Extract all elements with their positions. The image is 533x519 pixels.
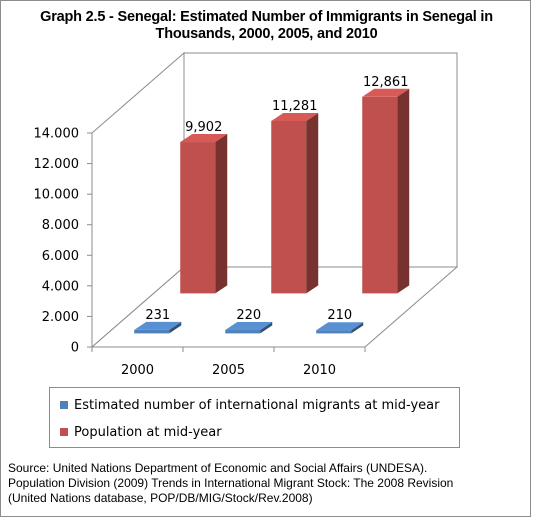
source-line-2: Population Division (2009) Trends in Int… [8, 476, 454, 490]
bar-front [225, 330, 261, 334]
y-tick-label: 8.000 [42, 218, 79, 233]
y-tick-label: 0 [71, 341, 79, 356]
bar-top [134, 321, 182, 330]
y-tick-label: 4.000 [42, 279, 79, 294]
source-line-3: (United Nations database, POP/DB/MIG/Sto… [8, 491, 313, 505]
bar-side [215, 134, 228, 294]
source-line-1: Source: United Nations Department of Eco… [8, 461, 428, 475]
bar-front [134, 329, 170, 334]
chart-legend: Estimated number of international migran… [49, 387, 460, 448]
bar-side [306, 112, 319, 294]
data-label: 231 [145, 308, 170, 323]
legend-swatch-migrants [60, 401, 68, 409]
data-label: 220 [236, 308, 261, 323]
bar-front [316, 330, 352, 334]
bar-front [180, 142, 216, 294]
data-label: 9,902 [185, 120, 222, 135]
data-label: 11,281 [272, 99, 318, 114]
y-tick-label: 2.000 [42, 310, 79, 325]
bar-front [362, 96, 398, 294]
bar-top [271, 112, 319, 121]
x-tick-label: 2000 [121, 363, 154, 378]
data-label: 210 [327, 308, 352, 323]
bar-front [271, 120, 307, 294]
bar-side [260, 322, 273, 334]
legend-item-population: Population at mid-year [60, 423, 222, 441]
chart-title-line-1: Graph 2.5 - Senegal: Estimated Number of… [40, 9, 493, 25]
data-label: 12,861 [363, 75, 409, 90]
bar-side [397, 88, 410, 294]
legend-swatch-population [60, 428, 68, 436]
legend-item-migrants: Estimated number of international migran… [60, 396, 440, 414]
y-tick-label: 6.000 [42, 249, 79, 264]
bar-top [225, 322, 273, 331]
bar-top [362, 88, 410, 97]
bar-top [316, 322, 364, 331]
source-note: Source: United Nations Department of Eco… [8, 461, 528, 506]
x-tick-label: 2005 [212, 363, 245, 378]
y-tick-label: 12.000 [34, 157, 80, 172]
y-tick-label: 10.000 [34, 188, 80, 203]
legend-label-population: Population at mid-year [74, 424, 222, 440]
bar-top [180, 134, 228, 143]
x-tick-label: 2010 [303, 363, 336, 378]
bar-side [169, 321, 182, 334]
y-tick-label: 14.000 [34, 127, 80, 142]
chart-title-line-2: Thousands, 2000, 2005, and 2010 [155, 26, 378, 42]
chart-title: Graph 2.5 - Senegal: Estimated Number of… [0, 9, 533, 43]
legend-label-migrants: Estimated number of international migran… [74, 397, 440, 413]
bar-side [351, 322, 364, 334]
